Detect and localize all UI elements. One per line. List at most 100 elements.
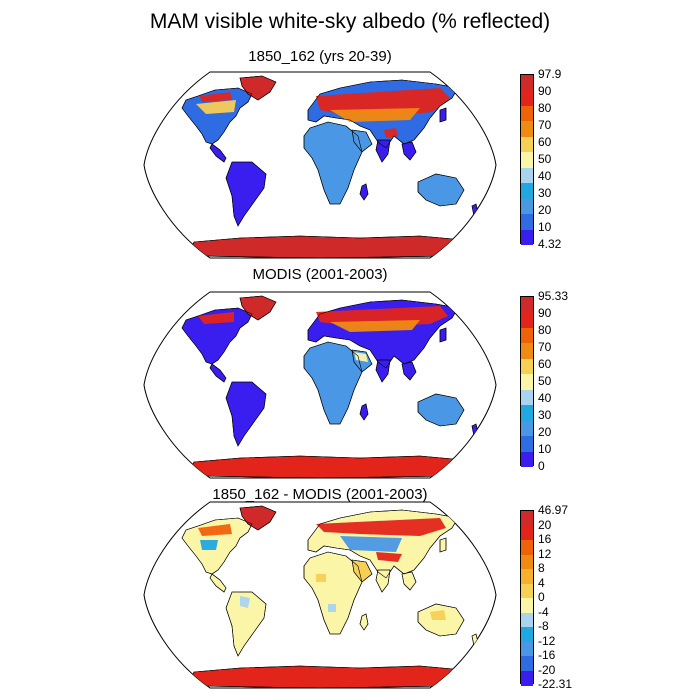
coastline: [375, 139, 391, 163]
land-antarctica: [189, 665, 473, 688]
colorbar-tick-label: 97.9: [538, 67, 562, 81]
colorbar-swatch: [521, 358, 533, 375]
colorbar-tick-label: 60: [538, 135, 552, 149]
coastline: [417, 173, 465, 207]
coastline: [239, 505, 277, 531]
coastline: [181, 517, 253, 575]
coastline: [181, 87, 253, 145]
colorbar-tick-label: 40: [538, 169, 552, 183]
albedo-patch: [200, 92, 232, 102]
colorbar-swatch: [521, 656, 533, 671]
panel-2-colorbar: 95.33 90 80 70 60 50 40 30 20 10 0: [520, 290, 590, 472]
albedo-patch: [200, 540, 218, 550]
coastline: [181, 307, 253, 365]
coastline: [239, 75, 277, 101]
colorbar-tick-label: 50: [538, 152, 552, 166]
colorbar-swatch: [521, 229, 533, 246]
colorbar-tick-label: 20: [538, 425, 552, 439]
colorbar-swatch: [521, 297, 533, 313]
colorbar-swatch: [521, 540, 533, 555]
colorbar-tick-label: 40: [538, 391, 552, 405]
colorbar-swatch: [521, 121, 533, 138]
coastline: [417, 393, 465, 427]
colorbar-tick-label: 20: [538, 203, 552, 217]
land-japan: [439, 107, 447, 123]
colorbar-swatch: [521, 327, 533, 344]
coastline: [209, 143, 227, 163]
colorbar-swatch: [521, 75, 533, 91]
colorbar-swatch: [521, 405, 533, 422]
colorbar-bar: [520, 296, 534, 468]
figure-title: MAM visible white-sky albedo (% reflecte…: [149, 10, 551, 33]
colorbar-tick-label: 0: [538, 590, 545, 604]
colorbar-tick-label: 12: [538, 546, 552, 561]
colorbar-swatch: [521, 374, 533, 391]
coastline: [351, 349, 373, 373]
colorbar-tick-label: 20: [538, 517, 552, 532]
colorbar-bar: [520, 510, 534, 686]
colorbar-tick-label: 4: [538, 575, 545, 590]
colorbar-tick-label: -4: [538, 604, 549, 619]
colorbar-swatch: [521, 511, 533, 526]
colorbar-swatch: [521, 451, 533, 468]
colorbar-tick-label: 30: [538, 408, 552, 422]
land-japan: [439, 537, 447, 553]
colorbar-tick-label: 80: [538, 101, 552, 115]
coastline: [439, 537, 447, 553]
panel-1-colorbar: 97.9 90 80 70 60 50 40 30 20 10 4.32: [520, 68, 590, 250]
colorbar-swatch: [521, 598, 533, 613]
panel-3-map: [143, 501, 497, 689]
colorbar-tick-label: 10: [538, 220, 552, 234]
colorbar-swatch: [521, 525, 533, 541]
albedo-patch: [316, 518, 446, 536]
coastline: [307, 79, 459, 149]
albedo-patch: [330, 320, 420, 332]
colorbar-tick-label: 10: [538, 442, 552, 456]
colorbar-swatch: [521, 183, 533, 200]
coastline: [439, 327, 447, 343]
coastline: [375, 359, 391, 383]
panel-1-map: [143, 71, 497, 259]
land-antarctica: [189, 455, 473, 478]
land-antarctica: [189, 235, 473, 258]
coastline: [225, 591, 267, 657]
colorbar-tick-label: 16: [538, 532, 552, 546]
albedo-patch: [196, 100, 236, 114]
albedo-patch: [354, 352, 368, 362]
albedo-patch: [376, 552, 402, 562]
coastline: [359, 613, 369, 631]
panel-2-map: [143, 291, 497, 479]
coastline: [225, 161, 267, 227]
coastline: [351, 559, 373, 583]
land-japan: [439, 327, 447, 343]
coastline: [307, 299, 459, 369]
albedo-patch: [198, 312, 234, 324]
colorbar-swatch: [521, 152, 533, 169]
colorbar-swatch: [521, 583, 533, 599]
coastline: [225, 381, 267, 447]
coastline: [303, 121, 363, 205]
coastline: [209, 573, 227, 593]
albedo-patch: [328, 604, 336, 612]
colorbar-swatch: [521, 569, 533, 584]
colorbar-tick-label: 90: [538, 84, 552, 98]
coastline: [303, 551, 363, 635]
colorbar-tick-label: 50: [538, 374, 552, 388]
colorbar-swatch: [521, 105, 533, 122]
coastline: [307, 509, 459, 579]
coastline: [401, 571, 417, 591]
albedo-patch: [316, 574, 326, 582]
albedo-patch: [340, 536, 402, 552]
colorbar-swatch: [521, 136, 533, 153]
colorbar-swatch: [521, 198, 533, 215]
colorbar-tick-label: 8: [538, 561, 545, 575]
albedo-patch: [198, 524, 232, 536]
colorbar-tick-label: -20: [538, 662, 556, 677]
coastline: [401, 361, 417, 381]
coastline: [303, 341, 363, 425]
albedo-patch: [240, 596, 250, 608]
colorbar-swatch: [521, 670, 533, 686]
colorbar-swatch: [521, 167, 533, 184]
colorbar-tick-label: -22.31: [538, 677, 573, 691]
colorbar-swatch: [521, 343, 533, 360]
